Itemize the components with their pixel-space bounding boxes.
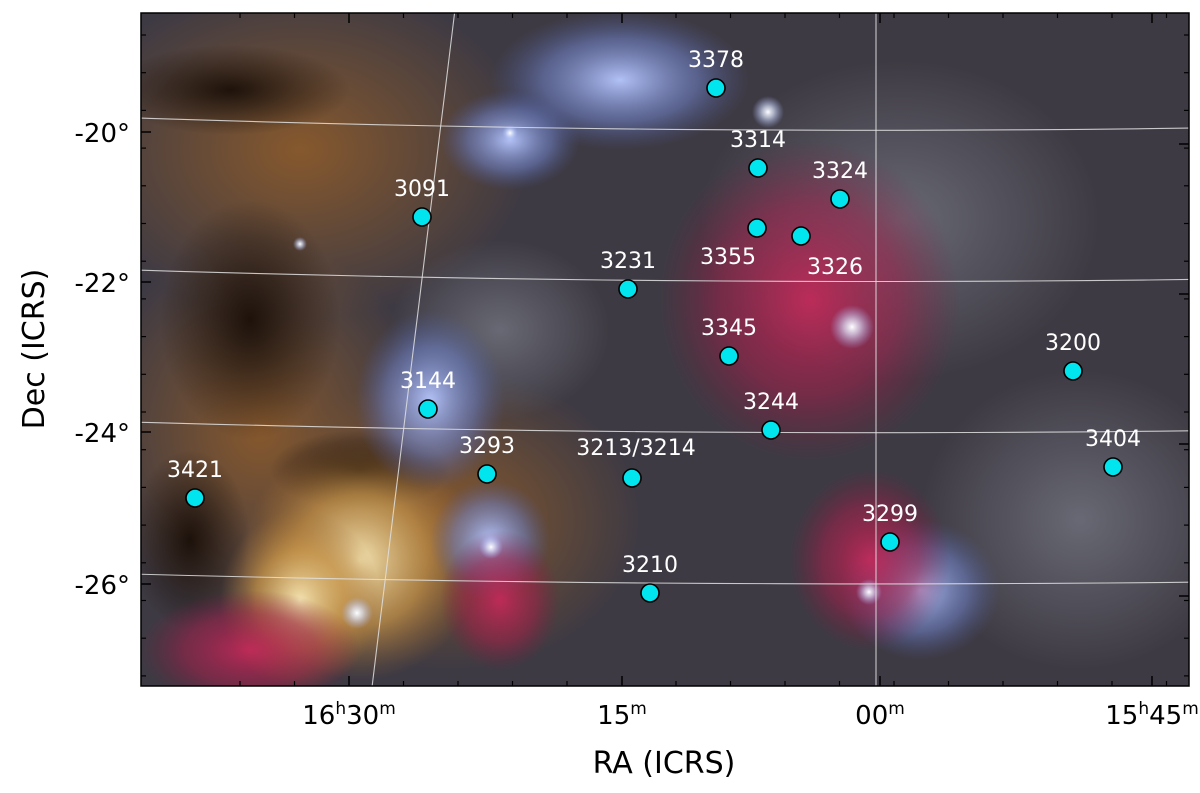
source-marker [748, 158, 768, 178]
source-label: 3144 [400, 369, 456, 394]
source-label: 3200 [1045, 331, 1101, 356]
source-label: 3355 [700, 245, 756, 270]
ra-gridline [371, 13, 456, 686]
source-marker [791, 226, 811, 246]
source-label: 3345 [701, 316, 757, 341]
x-tick-label: 15h45m [1105, 699, 1199, 731]
sky-background-image [141, 13, 1189, 686]
dec-gridline [141, 117, 1189, 131]
source-label: 3210 [622, 553, 678, 578]
dec-gridline [141, 269, 1189, 283]
y-axis-title: Dec (ICRS) [17, 269, 52, 430]
source-label: 3378 [688, 48, 744, 73]
dec-gridline [141, 421, 1189, 434]
plot-frame [140, 12, 1190, 687]
source-marker [719, 346, 739, 366]
source-marker [830, 189, 850, 209]
dec-gridline [141, 573, 1189, 585]
x-tick-label: 16h30m [302, 699, 396, 731]
source-label: 3404 [1085, 427, 1141, 452]
axis-ticks: -20° -22° -24° -26° 16h30m 15m 00m 15h45m [75, 13, 1199, 731]
source-label: 3299 [862, 502, 918, 527]
x-tick-label: 00m [855, 699, 905, 731]
source-marker [747, 218, 767, 238]
source-marker [618, 279, 638, 299]
source-label: 3293 [459, 434, 515, 459]
source-label: 3326 [807, 255, 863, 280]
source-label: 3231 [600, 249, 656, 274]
source-label: 3244 [743, 390, 799, 415]
coordinate-grid [141, 13, 1189, 686]
x-tick-label: 15m [597, 699, 647, 731]
y-tick-label: -24° [75, 419, 130, 449]
source-label: 3213/3214 [576, 436, 695, 461]
x-axis-title: RA (ICRS) [593, 746, 736, 781]
source-marker [418, 399, 438, 419]
source-marker [1063, 361, 1083, 381]
source-marker [1103, 457, 1123, 477]
source-marker [640, 583, 660, 603]
source-label: 3314 [730, 128, 786, 153]
source-markers: 3378 3314 3324 3091 3355 3326 3231 3345 3200 3144… [167, 48, 1141, 603]
source-marker [880, 532, 900, 552]
source-label: 3091 [394, 177, 450, 202]
source-label: 3421 [167, 458, 223, 483]
y-tick-label: -20° [75, 119, 130, 149]
source-marker [622, 468, 642, 488]
source-label: 3324 [812, 159, 868, 184]
y-tick-label: -22° [75, 269, 130, 299]
source-marker [185, 488, 205, 508]
source-marker [761, 420, 781, 440]
source-marker [706, 78, 726, 98]
source-marker [477, 464, 497, 484]
source-marker [412, 207, 432, 227]
y-tick-label: -26° [75, 571, 130, 601]
